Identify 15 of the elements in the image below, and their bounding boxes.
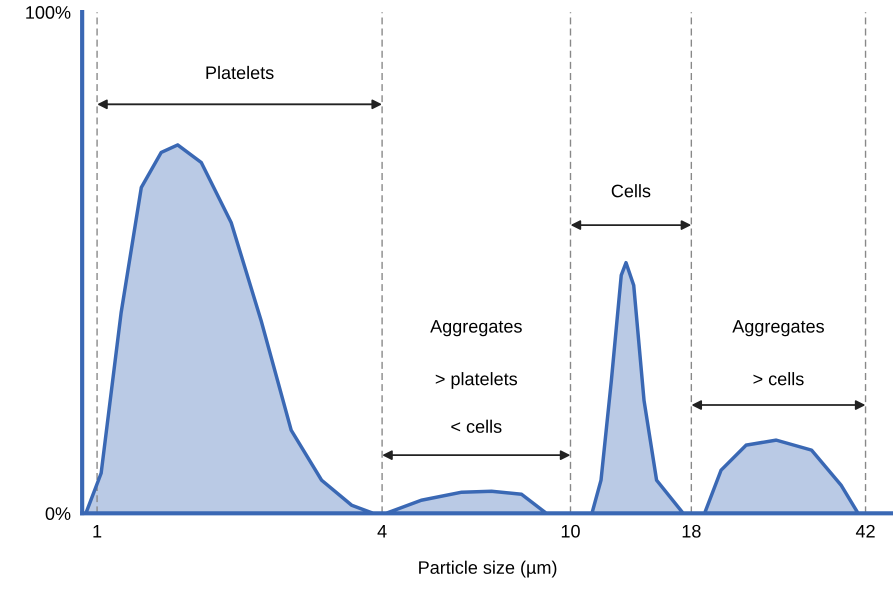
annotation: < cells — [451, 420, 502, 433]
annotation: Aggregates — [732, 320, 824, 336]
x-tick-label: 4 — [377, 525, 387, 538]
annotation: > platelets — [436, 372, 518, 389]
y-tick-label: 0% — [46, 507, 70, 520]
annotation: Cells — [612, 184, 650, 198]
x-tick-label: 1 — [93, 525, 102, 538]
annotation: > cells — [753, 372, 804, 386]
annotation: Aggregates — [430, 320, 522, 336]
x-tick-label: 18 — [682, 524, 701, 538]
x-tick-label: 10 — [562, 524, 580, 538]
x-axis-title: Particle size (µm) — [419, 560, 556, 578]
x-tick-label: 42 — [856, 524, 875, 538]
y-tick-label: 100% — [26, 6, 70, 19]
annotation: Platelets — [206, 66, 274, 80]
